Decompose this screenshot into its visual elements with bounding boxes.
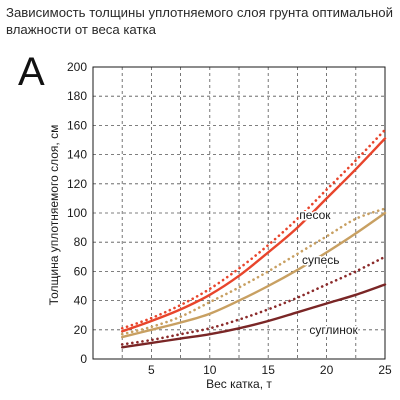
y-tick-label: 160 — [67, 118, 87, 132]
y-tick-label: 120 — [67, 177, 87, 191]
series-labels: песок супесь суглинок — [298, 206, 360, 338]
y-tick-label: 180 — [67, 89, 87, 103]
series-line-2-dotted — [120, 128, 387, 330]
grid — [93, 67, 385, 359]
series-label: песок — [299, 208, 331, 222]
y-tick-label: 40 — [74, 294, 88, 308]
series-label: супесь — [302, 253, 339, 267]
series-line-4-dotted — [120, 207, 387, 336]
series-group — [120, 128, 387, 349]
x-tick-label: 20 — [320, 363, 334, 377]
y-axis-label: Толщина уплотняемого слоя, см — [47, 125, 61, 306]
chart-title: Зависимость толщины уплотняемого слоя гр… — [6, 4, 396, 38]
y-tick-label: 200 — [67, 60, 87, 74]
chart-title-line-2: влажности от веса катка — [6, 22, 156, 37]
y-tick-label: 140 — [67, 148, 87, 162]
chart-title-line-1: Зависимость толщины уплотняемого слоя гр… — [6, 5, 393, 20]
series-line-3-solid — [121, 211, 387, 339]
panel-letter: A — [18, 50, 45, 94]
y-tick-label: 0 — [80, 352, 87, 366]
y-tick-label: 100 — [67, 206, 87, 220]
series-line-5-dotted — [120, 255, 387, 346]
y-tick-label: 20 — [74, 323, 88, 337]
series-line-6-solid — [121, 283, 387, 349]
y-axis-ticks: 0 20 40 60 80 100 120 140 160 180 200 — [67, 60, 87, 366]
x-axis-label: Вес катка, т — [206, 377, 272, 391]
x-tick-label: 15 — [262, 363, 276, 377]
series-line-1-solid — [121, 137, 387, 333]
x-axis-ticks: 5 10 15 20 25 — [148, 363, 392, 377]
y-tick-label: 80 — [74, 235, 88, 249]
x-tick-label: 10 — [203, 363, 217, 377]
x-tick-label: 25 — [378, 363, 392, 377]
y-tick-label: 60 — [74, 264, 88, 278]
series-label: суглинок — [309, 323, 358, 337]
x-tick-label: 5 — [148, 363, 155, 377]
